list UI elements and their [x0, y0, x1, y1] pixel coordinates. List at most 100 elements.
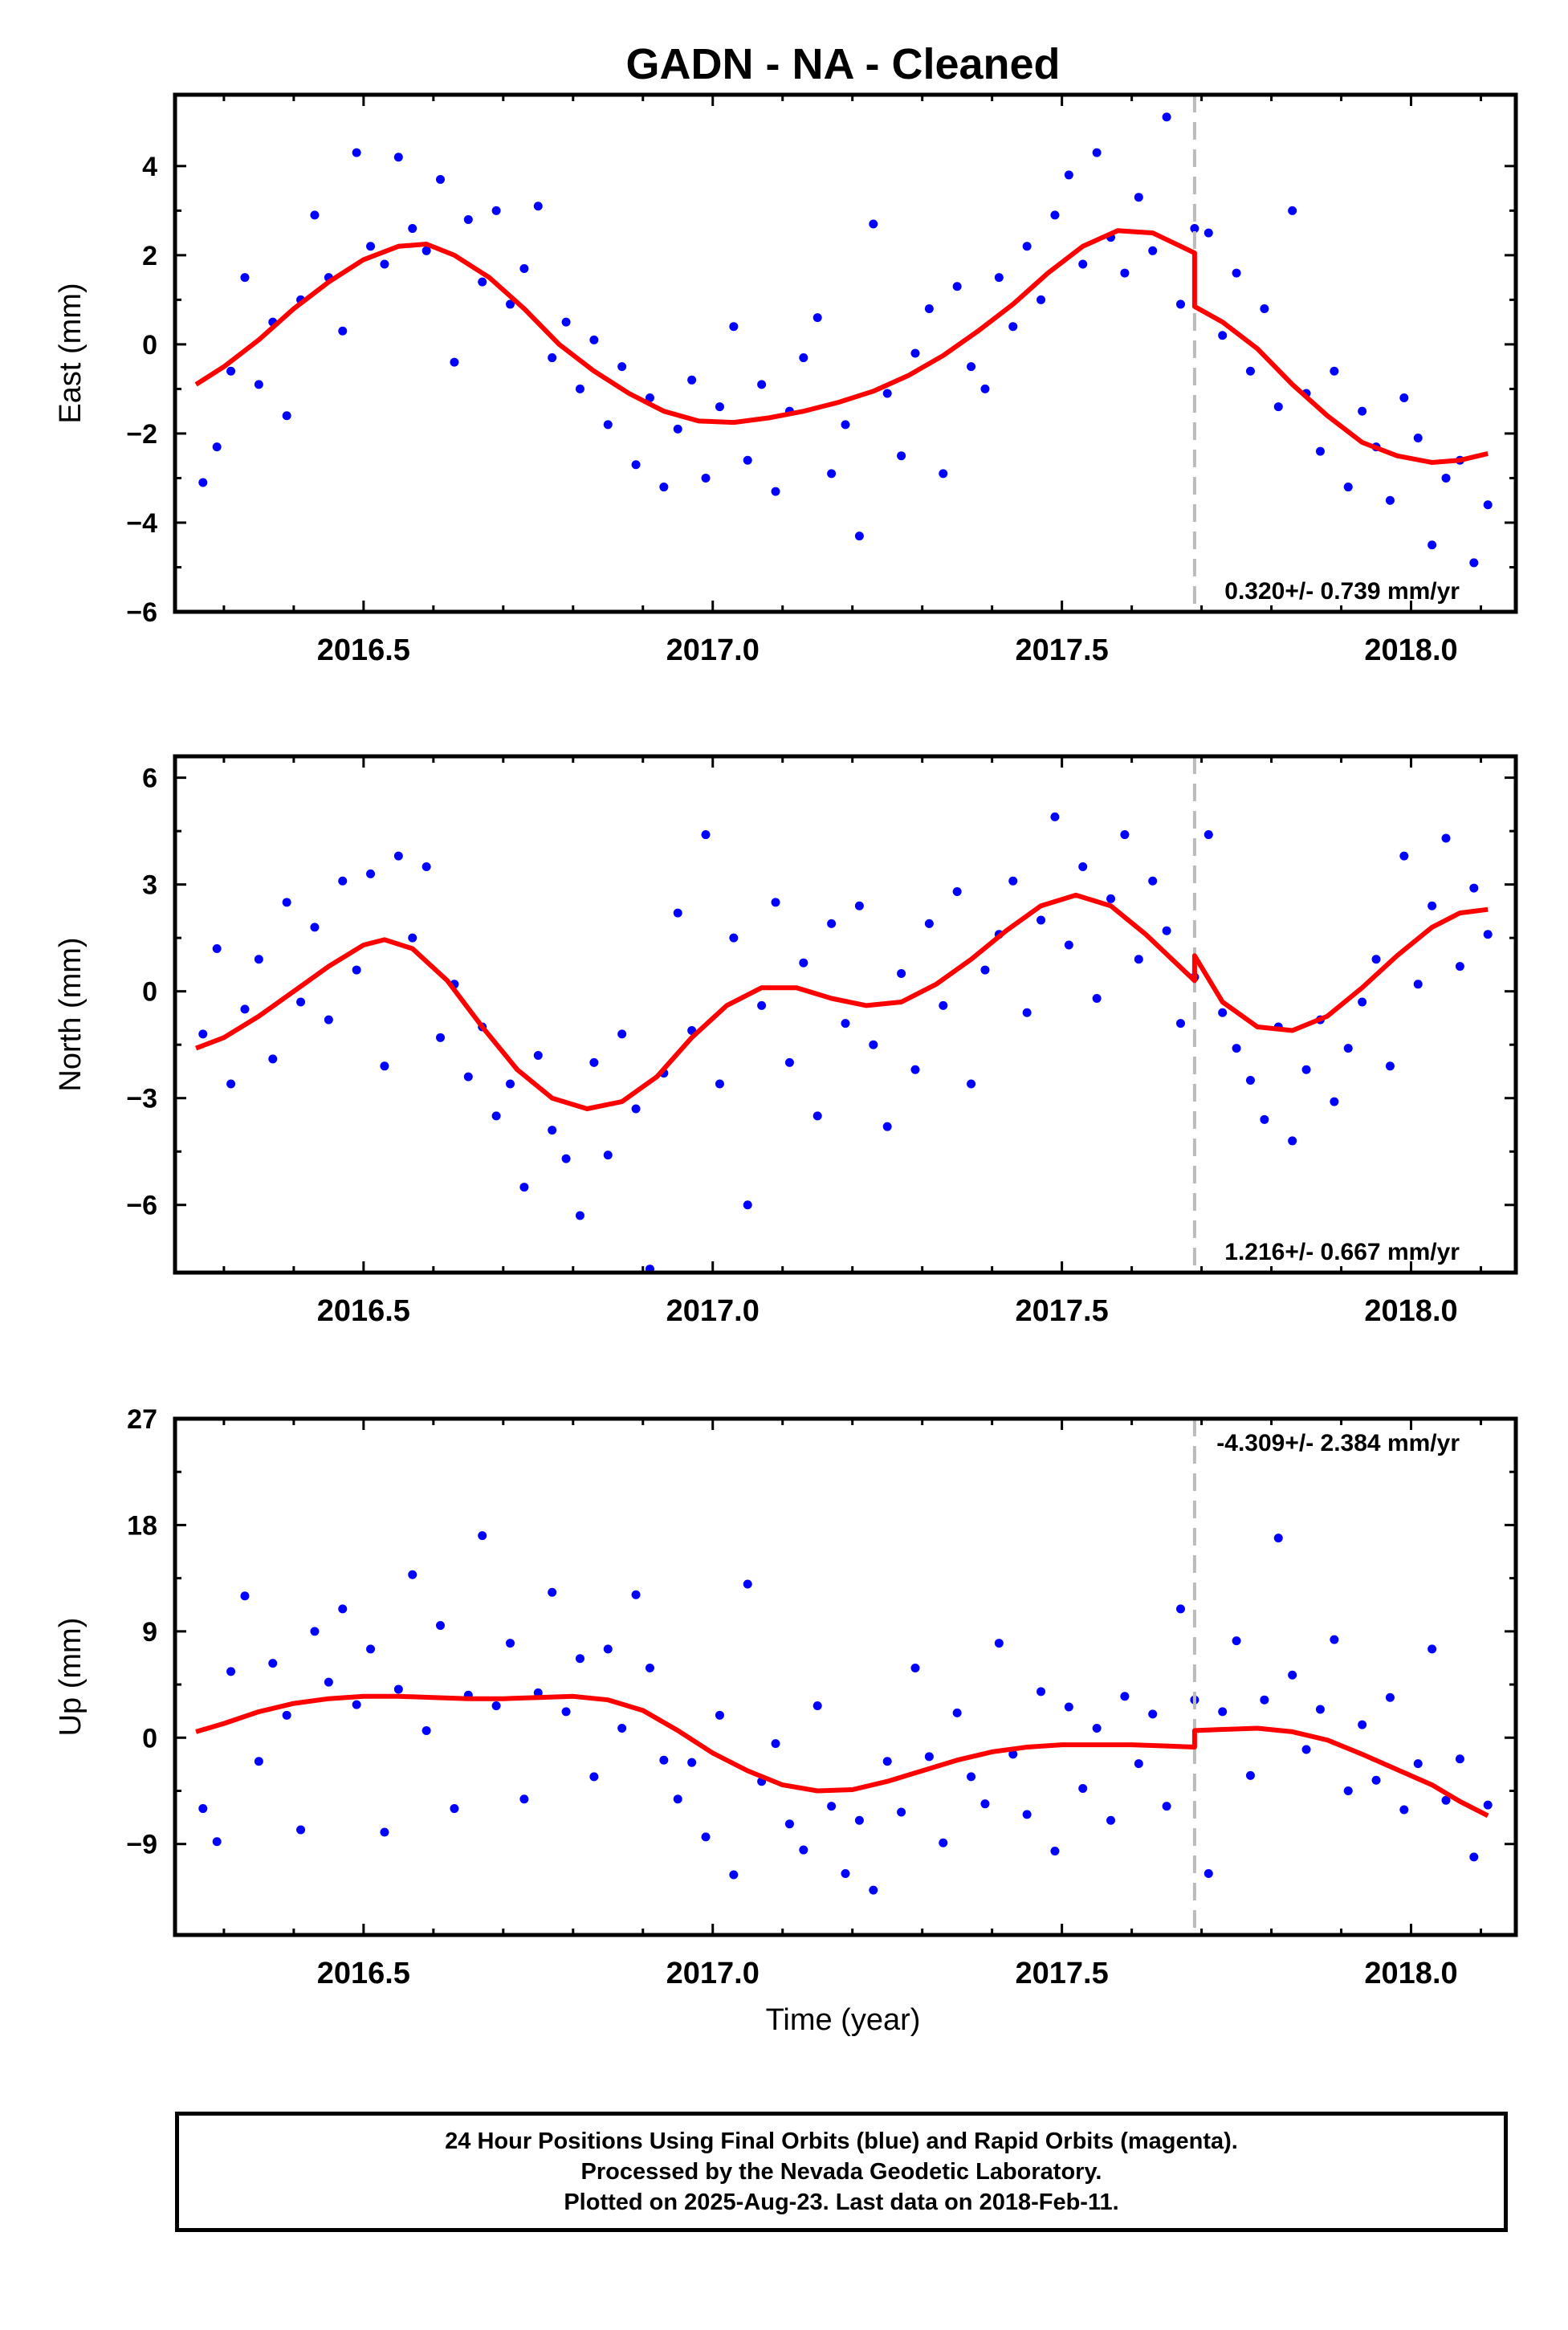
data-point — [366, 869, 376, 878]
north-frame — [173, 754, 1518, 1275]
data-point — [436, 1620, 446, 1630]
y-tick-label: −2 — [126, 419, 157, 450]
up-y-axis-label: Up (mm) — [54, 1618, 88, 1737]
data-point — [1134, 193, 1143, 202]
data-point — [1134, 1759, 1143, 1769]
y-tick-label: 2 — [142, 241, 157, 271]
data-point — [1064, 940, 1073, 950]
data-point — [701, 830, 711, 840]
data-point — [1301, 1065, 1311, 1074]
data-point — [589, 1772, 599, 1782]
data-point — [659, 1755, 669, 1765]
data-point — [1288, 1136, 1297, 1146]
data-point — [478, 277, 487, 287]
data-point — [967, 362, 976, 372]
data-point — [1050, 812, 1060, 821]
east-frame — [173, 92, 1518, 614]
data-point — [1037, 915, 1046, 925]
data-point — [1288, 206, 1297, 215]
data-point — [1385, 495, 1395, 505]
data-point — [673, 424, 682, 434]
data-point — [436, 174, 446, 184]
data-point — [1078, 1784, 1088, 1794]
data-point — [1315, 1705, 1325, 1714]
data-point — [1092, 148, 1102, 157]
data-point — [352, 965, 361, 975]
data-point — [1413, 980, 1423, 989]
data-point — [463, 214, 473, 224]
data-point — [589, 1057, 599, 1067]
data-point — [450, 1804, 459, 1814]
data-point — [1427, 540, 1437, 550]
data-point — [631, 460, 641, 470]
east-y-axis-label: East (mm) — [54, 283, 88, 423]
data-point — [980, 1799, 990, 1809]
data-point — [897, 969, 906, 979]
data-point — [854, 901, 864, 910]
data-point — [1064, 1702, 1073, 1712]
data-point — [1301, 1745, 1311, 1754]
data-point — [408, 1570, 417, 1579]
x-tick-label: 2017.0 — [666, 1294, 760, 1328]
data-point — [1120, 830, 1130, 840]
data-point — [757, 380, 767, 389]
data-point — [422, 246, 431, 255]
y-tick-label: 3 — [142, 870, 157, 901]
data-point — [352, 148, 361, 157]
data-point — [743, 1200, 752, 1210]
data-point — [1162, 926, 1171, 935]
data-point — [533, 202, 543, 211]
data-point — [338, 1604, 348, 1614]
data-point — [1245, 1770, 1255, 1780]
data-point — [1148, 246, 1158, 255]
x-tick-label: 2017.5 — [1016, 1957, 1109, 1990]
data-point — [1455, 962, 1464, 972]
up-points — [198, 1531, 1493, 1895]
data-point — [967, 1772, 976, 1782]
north-fit-line — [195, 892, 1489, 1111]
east-fit-line — [194, 228, 1489, 465]
data-point — [1232, 1636, 1241, 1646]
east-panel: 2016.5 2017.0 2017.5 2018.0 −6 −4 −2 0 2 4 East (m… — [54, 92, 1518, 667]
data-point — [617, 1724, 627, 1733]
data-point — [673, 1794, 682, 1804]
data-point — [393, 153, 403, 162]
data-point — [659, 483, 669, 492]
data-point — [436, 1033, 446, 1042]
data-point — [939, 1000, 948, 1010]
data-point — [408, 933, 417, 943]
x-tick-label: 2017.5 — [1016, 633, 1109, 667]
data-point — [1413, 433, 1423, 442]
data-point — [1330, 1097, 1339, 1106]
data-point — [212, 943, 222, 953]
data-point — [1469, 558, 1479, 568]
data-point — [603, 1644, 613, 1654]
up-panel: 2016.5 2017.0 2017.5 2018.0 −9 0 9 18 27 Up (mm) -… — [54, 1404, 1518, 1990]
data-point — [1288, 1670, 1297, 1680]
data-point — [1176, 1604, 1185, 1614]
up-rate-label: -4.309+/- 2.384 mm/yr — [1216, 1430, 1460, 1456]
data-point — [715, 1710, 724, 1720]
data-point — [729, 1870, 739, 1880]
y-tick-label: −4 — [126, 508, 157, 539]
data-point — [1008, 876, 1018, 886]
north-points — [198, 812, 1493, 1273]
data-point — [254, 380, 263, 389]
data-point — [743, 455, 752, 465]
data-point — [980, 965, 990, 975]
data-point — [1245, 1076, 1255, 1086]
data-point — [1441, 833, 1451, 843]
data-point — [226, 1667, 236, 1676]
data-point — [1078, 259, 1088, 269]
data-point — [198, 1804, 208, 1814]
x-tick-label: 2018.0 — [1364, 633, 1457, 667]
data-point — [645, 393, 654, 403]
data-point — [422, 862, 431, 871]
data-point — [1413, 1759, 1423, 1769]
data-point — [1203, 830, 1213, 840]
data-point — [1078, 862, 1088, 871]
data-point — [924, 919, 934, 928]
data-point — [854, 1815, 864, 1825]
data-point — [687, 1758, 697, 1767]
data-point — [882, 389, 892, 398]
